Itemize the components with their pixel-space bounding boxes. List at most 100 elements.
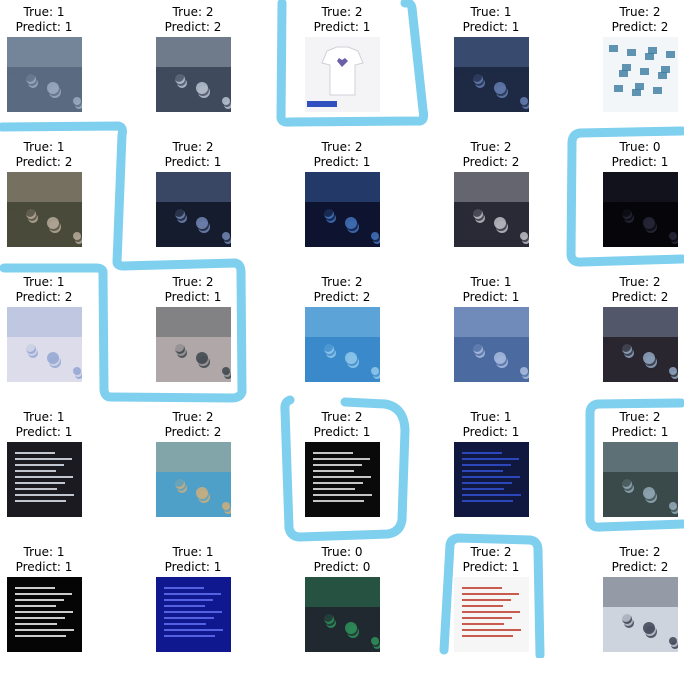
predict-label: Predict: 2 — [164, 425, 222, 439]
true-label: True: 1 — [470, 410, 512, 424]
image-thumbnail — [156, 577, 231, 652]
thumbnail-people-standing — [603, 577, 678, 652]
prediction-cell: True: 2 Predict: 1 — [118, 275, 268, 405]
predict-label: Predict: 2 — [611, 20, 669, 34]
thumbnail-crowd-tent-photo — [7, 37, 82, 112]
prediction-grid: True: 1 Predict: 1 True: 2 Predict: 2 True: … — [0, 5, 684, 652]
image-thumbnail — [156, 307, 231, 382]
predict-label: Predict: 1 — [462, 290, 520, 304]
image-thumbnail — [7, 307, 82, 382]
prediction-cell: True: 1 Predict: 1 — [0, 545, 119, 675]
true-label: True: 1 — [23, 275, 65, 289]
thumbnail-text-document-dark — [305, 442, 380, 517]
image-thumbnail — [305, 37, 380, 112]
image-thumbnail — [305, 172, 380, 247]
prediction-cell: True: 2 Predict: 2 — [118, 5, 268, 135]
predict-label: Predict: 1 — [462, 20, 520, 34]
thumbnail-sunset-crowd — [156, 442, 231, 517]
predict-label: Predict: 1 — [462, 425, 520, 439]
thumbnail-map-graphic — [603, 37, 678, 112]
thumbnail-street-sign-crowd — [156, 37, 231, 112]
true-label: True: 2 — [619, 545, 661, 559]
thumbnail-street-gathering — [603, 307, 678, 382]
image-thumbnail — [156, 442, 231, 517]
thumbnail-text-poster-dark — [7, 442, 82, 517]
predict-label: Predict: 1 — [313, 20, 371, 34]
predict-label: Predict: 1 — [462, 560, 520, 574]
true-label: True: 1 — [23, 5, 65, 19]
true-label: True: 2 — [172, 410, 214, 424]
prediction-cell: True: 1 Predict: 1 — [416, 5, 566, 135]
prediction-cell: True: 1 Predict: 1 — [416, 410, 566, 540]
predict-label: Predict: 2 — [15, 155, 73, 169]
prediction-cell: True: 2 Predict: 1 — [565, 410, 684, 540]
predict-label: Predict: 2 — [313, 290, 371, 304]
predict-label: Predict: 2 — [611, 560, 669, 574]
thumbnail-text-document-white — [454, 577, 529, 652]
prediction-cell: True: 2 Predict: 2 — [118, 410, 268, 540]
thumbnail-monument-crowd — [156, 307, 231, 382]
thumbnail-screen-collage — [305, 577, 380, 652]
true-label: True: 0 — [619, 140, 661, 154]
prediction-cell: True: 2 Predict: 1 — [267, 140, 417, 270]
predict-label: Predict: 1 — [313, 425, 371, 439]
true-label: True: 1 — [172, 545, 214, 559]
prediction-cell: True: 2 Predict: 2 — [565, 5, 684, 135]
image-thumbnail — [603, 442, 678, 517]
true-label: True: 1 — [23, 545, 65, 559]
prediction-cell: True: 1 Predict: 1 — [0, 5, 119, 135]
true-label: True: 2 — [321, 275, 363, 289]
prediction-cell: True: 0 Predict: 0 — [267, 545, 417, 675]
true-label: True: 1 — [470, 275, 512, 289]
prediction-cell: True: 2 Predict: 2 — [565, 545, 684, 675]
prediction-cell: True: 2 Predict: 2 — [267, 275, 417, 405]
image-thumbnail — [7, 577, 82, 652]
thumbnail-protest-march — [454, 172, 529, 247]
prediction-cell: True: 1 Predict: 2 — [0, 275, 119, 405]
predict-label: Predict: 2 — [462, 155, 520, 169]
image-thumbnail — [603, 307, 678, 382]
image-thumbnail — [7, 442, 82, 517]
image-thumbnail — [603, 577, 678, 652]
predict-label: Predict: 1 — [15, 20, 73, 34]
image-thumbnail — [156, 37, 231, 112]
prediction-cell: True: 2 Predict: 1 — [118, 140, 268, 270]
image-thumbnail — [305, 442, 380, 517]
predict-label: Predict: 1 — [15, 425, 73, 439]
thumbnail-night-crowd — [156, 172, 231, 247]
predict-label: Predict: 1 — [611, 425, 669, 439]
image-thumbnail — [454, 172, 529, 247]
true-label: True: 2 — [470, 545, 512, 559]
thumbnail-bright-selfie — [7, 307, 82, 382]
image-thumbnail — [305, 577, 380, 652]
prediction-cell: True: 2 Predict: 2 — [565, 275, 684, 405]
true-label: True: 2 — [619, 410, 661, 424]
thumbnail-blue-smoke-street — [454, 307, 529, 382]
thumbnail-tree-street-crowd — [603, 442, 678, 517]
predict-label: Predict: 1 — [164, 560, 222, 574]
prediction-cell: True: 1 Predict: 2 — [0, 140, 119, 270]
true-label: True: 2 — [172, 275, 214, 289]
thumbnail-selfie-two-people — [7, 172, 82, 247]
image-thumbnail — [603, 37, 678, 112]
prediction-cell: True: 2 Predict: 1 — [267, 5, 417, 135]
predict-label: Predict: 1 — [164, 290, 222, 304]
predict-label: Predict: 2 — [15, 290, 73, 304]
prediction-cell: True: 2 Predict: 1 — [416, 545, 566, 675]
predict-label: Predict: 2 — [611, 290, 669, 304]
image-thumbnail — [454, 307, 529, 382]
predict-label: Predict: 1 — [164, 155, 222, 169]
true-label: True: 2 — [321, 140, 363, 154]
true-label: True: 1 — [23, 140, 65, 154]
true-label: True: 2 — [619, 5, 661, 19]
true-label: True: 1 — [23, 410, 65, 424]
true-label: True: 0 — [321, 545, 363, 559]
image-thumbnail — [305, 307, 380, 382]
predict-label: Predict: 0 — [313, 560, 371, 574]
image-thumbnail — [603, 172, 678, 247]
true-label: True: 2 — [470, 140, 512, 154]
prediction-cell: True: 0 Predict: 1 — [565, 140, 684, 270]
predict-label: Predict: 2 — [164, 20, 222, 34]
predict-label: Predict: 1 — [313, 155, 371, 169]
prediction-cell: True: 1 Predict: 1 — [0, 410, 119, 540]
